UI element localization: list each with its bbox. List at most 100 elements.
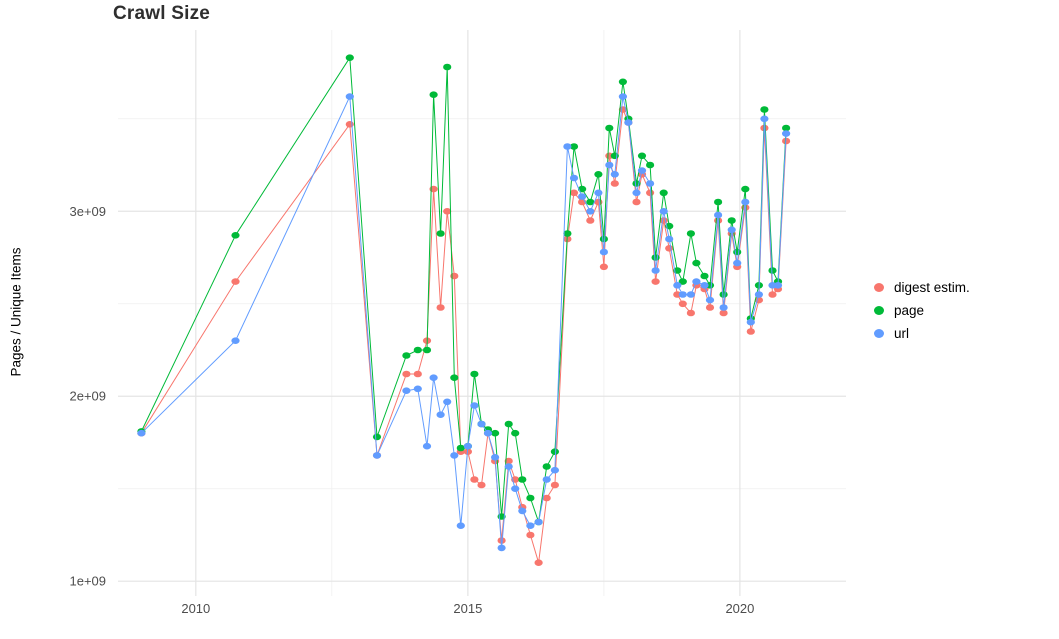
data-point [678, 300, 687, 308]
legend-label-digest-estim: digest estim. [894, 280, 970, 295]
data-point [563, 230, 572, 237]
data-point [618, 93, 628, 100]
data-point [605, 124, 614, 132]
data-point [542, 494, 551, 502]
data-point [686, 309, 696, 317]
data-point [686, 230, 696, 237]
data-point [782, 130, 791, 137]
data-point [754, 291, 764, 298]
data-point [436, 230, 445, 237]
x-tick-label: 2020 [725, 601, 754, 616]
x-tick-label: 2010 [181, 601, 210, 616]
data-point [402, 352, 411, 359]
data-point [637, 167, 647, 174]
data-point [746, 328, 755, 335]
data-point [632, 198, 641, 206]
data-point [345, 93, 354, 100]
data-point [429, 374, 438, 382]
data-point [646, 161, 655, 169]
data-point [511, 485, 520, 493]
data-point [463, 442, 472, 450]
data-point [618, 78, 628, 86]
data-point [768, 291, 777, 298]
data-point [586, 208, 595, 215]
data-point [678, 291, 687, 298]
data-point [422, 346, 432, 354]
data-point [760, 115, 769, 123]
data-point [610, 152, 619, 160]
data-point [733, 248, 742, 256]
data-point [651, 254, 660, 261]
data-point [497, 544, 506, 552]
data-point [773, 282, 783, 289]
data-point [491, 454, 500, 461]
data-point [413, 370, 422, 378]
data-point [705, 296, 715, 304]
data-point [714, 198, 723, 206]
data-point [727, 217, 736, 224]
data-point [477, 420, 486, 428]
data-point [497, 537, 506, 544]
data-point [665, 245, 674, 252]
data-point [534, 518, 543, 526]
legend-dot-digest-estim [874, 283, 884, 292]
data-point [599, 235, 609, 243]
legend-label-page: page [894, 303, 925, 318]
data-point [651, 267, 660, 274]
legend-item-digest-estim: digest estim. [874, 280, 970, 295]
data-point [599, 263, 609, 271]
data-point [692, 259, 701, 267]
data-point [550, 466, 560, 474]
data-point [542, 476, 551, 483]
data-point [586, 198, 595, 206]
data-point [456, 522, 465, 529]
data-point [402, 370, 411, 378]
data-point [231, 337, 240, 345]
data-point [470, 370, 479, 378]
data-point [700, 282, 709, 289]
data-point [413, 346, 422, 354]
data-point [436, 411, 445, 419]
data-point [526, 531, 535, 539]
data-point [137, 429, 146, 437]
data-point [534, 559, 543, 566]
data-point [542, 463, 551, 470]
x-tick-label: 2015 [453, 601, 482, 616]
data-point [413, 385, 422, 393]
data-point [692, 278, 701, 285]
data-point [605, 161, 614, 169]
data-point [569, 174, 579, 182]
data-point [678, 278, 687, 285]
y-axis-title: Pages / Unique Items [8, 247, 24, 377]
data-point [569, 143, 579, 150]
legend-item-page: page [874, 303, 970, 318]
data-point [727, 226, 736, 234]
data-point [760, 106, 769, 113]
data-point [768, 267, 777, 274]
data-point [450, 452, 459, 459]
data-point [511, 429, 520, 437]
data-point [470, 476, 479, 483]
data-point [741, 198, 750, 206]
data-point [665, 235, 674, 243]
data-point [733, 259, 742, 267]
data-point [483, 429, 493, 437]
data-point [491, 429, 500, 437]
chart-title: Crawl Size [113, 3, 211, 24]
data-point [231, 278, 240, 285]
data-point [714, 211, 723, 219]
data-point [700, 272, 709, 280]
data-point [477, 481, 486, 489]
data-point [402, 387, 411, 395]
data-point [518, 476, 527, 483]
data-point [526, 494, 535, 502]
data-point [504, 457, 513, 465]
y-tick-label: 2e+09 [69, 389, 106, 404]
legend-dot-url [874, 329, 884, 338]
data-point [345, 121, 354, 128]
legend-label-url: url [894, 326, 910, 341]
data-point [594, 171, 603, 178]
y-tick-label: 3e+09 [69, 204, 106, 219]
data-point [436, 304, 445, 311]
data-point [504, 463, 513, 470]
